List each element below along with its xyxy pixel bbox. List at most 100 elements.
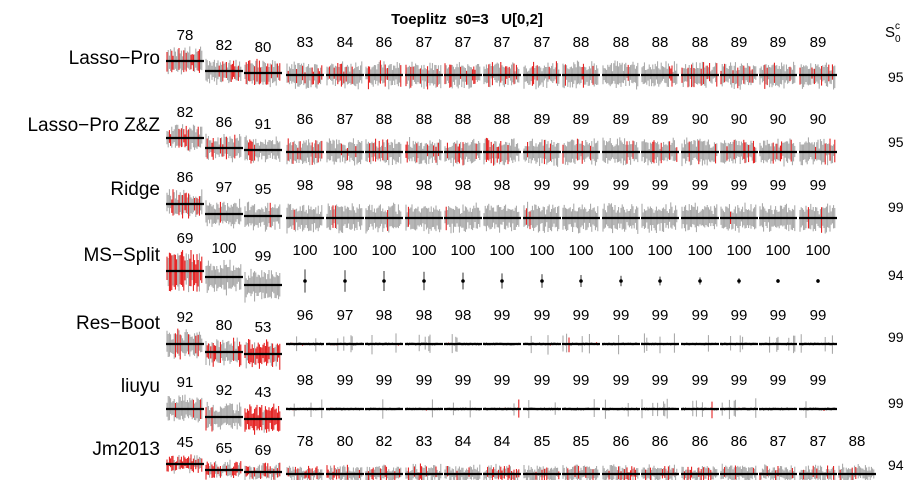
coverage-label: 85 (573, 433, 590, 450)
point-mark (540, 279, 544, 283)
interval-strip (365, 60, 403, 90)
point-mark (776, 279, 780, 283)
interval-strip (365, 399, 403, 419)
coverage-label: 99 (494, 372, 511, 389)
coverage-label: 90 (770, 111, 787, 128)
interval-strip (365, 333, 403, 355)
interval-strip (326, 407, 364, 411)
coverage-label: 82 (376, 433, 393, 450)
interval-strip (166, 328, 204, 360)
interval-strip (205, 459, 243, 480)
coverage-label: 100 (805, 242, 830, 259)
right-axis-label: S c 0 (885, 21, 901, 45)
coverage-label: 83 (416, 433, 433, 450)
interval-strip (244, 201, 282, 232)
interval-strip (166, 394, 204, 423)
point-mark (422, 279, 426, 283)
method-label: Lasso−Pro (69, 48, 160, 69)
interval-strip (244, 403, 282, 435)
interval-strip (759, 61, 797, 89)
interval-strip (244, 268, 282, 303)
interval-strip (523, 138, 561, 167)
coverage-label: 100 (608, 242, 633, 259)
point-mark (343, 279, 347, 283)
interval-strip (579, 275, 583, 287)
interval-strip (759, 407, 797, 411)
coverage-label: 96 (297, 307, 314, 324)
coverage-label: 90 (731, 111, 748, 128)
coverage-label: 99 (573, 372, 590, 389)
interval-strip (759, 335, 797, 354)
interval-strip (816, 279, 820, 283)
interval-strip (523, 400, 561, 419)
interval-strip (483, 463, 521, 480)
interval-strip (500, 273, 504, 289)
coverage-label: 99 (534, 177, 551, 194)
coverage-label: 89 (534, 111, 551, 128)
interval-strip (720, 202, 758, 233)
interval-strip (422, 271, 426, 291)
interval-strip (286, 138, 324, 166)
point-mark (382, 279, 386, 283)
interval-strip (720, 335, 758, 353)
coverage-label: 100 (450, 242, 475, 259)
s0c-coverage-label: 95 (888, 69, 904, 85)
coverage-label: 91 (177, 374, 194, 391)
coverage-label: 88 (613, 34, 630, 51)
coverage-label: 100 (765, 242, 790, 259)
interval-strip (681, 61, 719, 88)
coverage-label: 89 (613, 111, 630, 128)
interval-strip (303, 269, 307, 293)
interval-strip (405, 334, 443, 353)
method-row: Lasso−Pro 95 78 82 80 83 84 86 87 87 87 87 88 88 88 88 8… (69, 27, 904, 90)
coverage-label: 98 (376, 307, 393, 324)
interval-strip (759, 203, 797, 232)
interval-strip (326, 464, 364, 480)
interval-strip (799, 464, 837, 480)
right-axis-label-main: S (885, 24, 895, 41)
s0c-coverage-label: 99 (888, 395, 904, 411)
coverage-label: 89 (810, 34, 827, 51)
interval-strip (205, 133, 243, 163)
coverage-label: 86 (731, 433, 748, 450)
coverage-label: 98 (337, 177, 354, 194)
coverage-label: 88 (573, 34, 590, 51)
interval-strip (205, 337, 243, 367)
method-row: Lasso−Pro Z&Z 95 82 86 91 86 87 88 88 88 88 89 89 89 8… (27, 104, 904, 167)
coverage-label: 84 (337, 34, 354, 51)
interval-strip (205, 198, 243, 229)
method-label: liuyu (121, 376, 160, 397)
coverage-label: 43 (255, 384, 272, 401)
interval-strip (720, 463, 758, 480)
interval-strip (483, 399, 521, 418)
method-label: Jm2013 (92, 439, 160, 460)
coverage-label: 87 (416, 34, 433, 51)
interval-strip (444, 202, 482, 234)
coverage-label: 99 (770, 307, 787, 324)
interval-strip (286, 336, 324, 352)
interval-strip (562, 333, 600, 354)
interval-strip (166, 189, 204, 219)
coverage-label: 98 (416, 177, 433, 194)
coverage-label: 92 (177, 309, 194, 326)
interval-strip (562, 138, 600, 166)
coverage-label: 99 (416, 372, 433, 389)
coverage-label: 99 (731, 372, 748, 389)
interval-strip (205, 401, 243, 432)
coverage-label: 86 (177, 169, 194, 186)
coverage-label: 80 (216, 317, 233, 334)
interval-strip (343, 270, 347, 292)
interval-strip (365, 138, 403, 166)
coverage-label: 82 (177, 104, 194, 121)
s0c-coverage-label: 99 (888, 329, 904, 345)
coverage-label: 86 (692, 433, 709, 450)
interval-strip (776, 279, 780, 283)
coverage-label: 100 (211, 240, 236, 257)
coverage-label: 98 (455, 307, 472, 324)
interval-strip (523, 335, 561, 355)
coverage-label: 100 (726, 242, 751, 259)
coverage-label: 88 (692, 34, 709, 51)
coverage-label: 87 (455, 34, 472, 51)
coverage-label: 98 (297, 372, 314, 389)
coverage-label: 69 (255, 442, 272, 459)
